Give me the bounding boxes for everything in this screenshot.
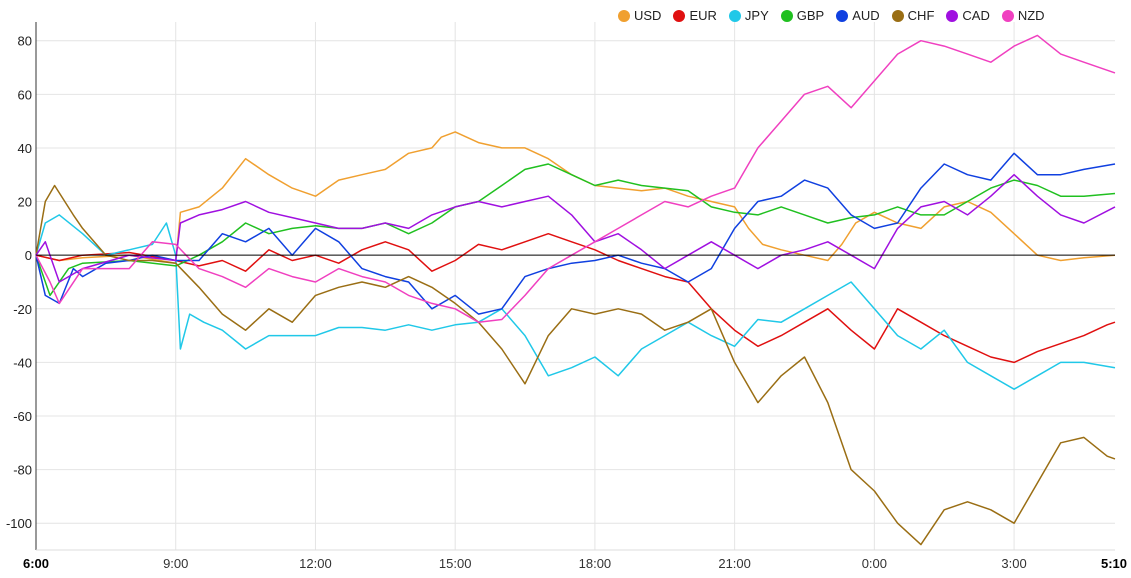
y-tick-label: -100 [6, 516, 32, 531]
series-line-cad [35, 173, 1116, 283]
series-line-aud [35, 152, 1116, 315]
legend-item-chf[interactable]: CHF [891, 8, 935, 23]
x-tick-label: 12:00 [299, 556, 332, 571]
x-tick-label: 15:00 [439, 556, 472, 571]
legend-dot-icon [780, 9, 793, 22]
legend-item-eur[interactable]: EUR [673, 8, 717, 23]
y-tick-label: -20 [13, 302, 32, 317]
y-tick-label: 60 [18, 87, 32, 102]
legend-dot-icon [946, 9, 959, 22]
legend-label: NZD [1017, 8, 1045, 23]
legend-label: EUR [689, 8, 717, 23]
legend-label: CHF [907, 8, 935, 23]
legend-dot-icon [891, 9, 904, 22]
legend-dot-icon [728, 9, 741, 22]
x-tick-label: 0:00 [862, 556, 887, 571]
legend-item-nzd[interactable]: NZD [1001, 8, 1045, 23]
legend-label: GBP [796, 8, 825, 23]
x-tick-label: 6:00 [23, 556, 49, 571]
legend-item-usd[interactable]: USD [618, 8, 661, 23]
y-tick-label: -60 [13, 409, 32, 424]
series-line-gbp [35, 163, 1116, 297]
legend-dot-icon [673, 9, 686, 22]
legend-dot-icon [836, 9, 849, 22]
y-tick-label: 20 [18, 195, 32, 210]
y-tick-label: 40 [18, 141, 32, 156]
legend-item-aud[interactable]: AUD [836, 8, 880, 23]
y-tick-label: 0 [25, 248, 32, 263]
x-tick-label: 5:10 [1101, 556, 1127, 571]
legend-dot-icon [1001, 9, 1014, 22]
x-tick-label: 18:00 [579, 556, 612, 571]
series-line-chf [35, 184, 1116, 546]
x-tick-label: 3:00 [1001, 556, 1026, 571]
legend-dot-icon [618, 9, 630, 22]
legend-label: CAD [962, 8, 990, 23]
series-line-nzd [35, 34, 1116, 323]
legend-item-jpy[interactable]: JPY [728, 8, 769, 23]
chart-legend: USD EUR JPY GBP AUD CHF CAD NZD [618, 8, 1057, 23]
y-tick-label: 80 [18, 34, 32, 49]
legend-item-cad[interactable]: CAD [946, 8, 990, 23]
legend-item-gbp[interactable]: GBP [780, 8, 825, 23]
legend-label: USD [634, 8, 662, 23]
y-tick-label: -40 [13, 355, 32, 370]
legend-label: AUD [852, 8, 880, 23]
series-line-jpy [35, 214, 1116, 390]
x-tick-label: 21:00 [718, 556, 751, 571]
legend-label: JPY [744, 8, 769, 23]
x-tick-label: 9:00 [163, 556, 188, 571]
y-tick-label: -80 [13, 463, 32, 478]
